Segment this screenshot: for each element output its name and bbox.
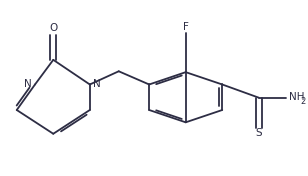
Text: O: O [49, 23, 57, 33]
Text: 2: 2 [300, 97, 306, 106]
Text: N: N [93, 79, 100, 89]
Text: NH: NH [289, 92, 305, 102]
Text: F: F [183, 22, 188, 32]
Text: S: S [255, 128, 262, 138]
Text: N: N [24, 79, 32, 89]
